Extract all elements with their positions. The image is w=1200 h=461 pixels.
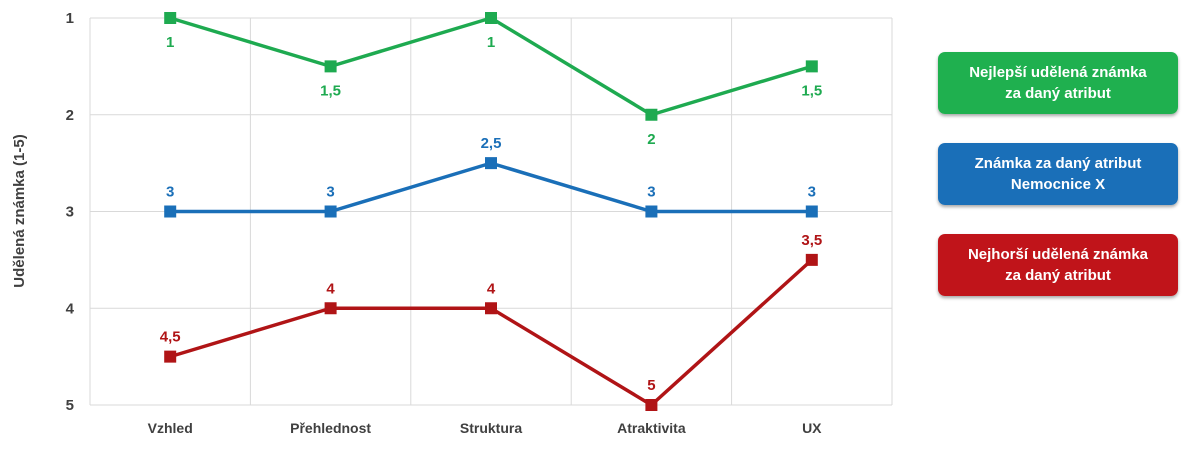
legend-item-best: Nejlepší udělená známka za daný atribut [938,52,1178,114]
y-tick-label: 1 [66,10,74,27]
data-label: 3 [808,184,816,201]
data-point [645,205,658,218]
data-point [164,12,177,24]
series-points [164,12,818,411]
data-point [324,205,337,218]
legend-item-hospital-x: Známka za daný atribut Nemocnice X [938,143,1178,205]
legend-label-hospital-x: Známka za daný atribut Nemocnice X [974,155,1142,193]
series-line-0 [169,16,813,117]
y-tick-label: 2 [66,107,74,124]
series-line-1 [170,161,812,214]
data-label: 3 [647,184,655,201]
legend-label-worst: Nejhorší udělená známka za daný atribut [967,246,1149,284]
y-axis-ticks: 1 2 3 4 5 [66,10,75,414]
data-point [805,253,818,266]
y-tick-label: 4 [66,300,75,317]
data-labels: 1 1,5 1 2 1,5 3 3 2,5 3 3 4,5 4 4 5 3,5 [160,34,822,394]
legend-item-worst: Nejhorší udělená známka za daný atribut [938,234,1178,296]
x-tick-label: UX [802,420,822,436]
data-label: 3,5 [801,232,822,249]
data-point [805,60,818,73]
data-point [485,157,497,170]
data-label: 1 [166,34,174,51]
x-tick-label: Přehlednost [290,420,371,436]
data-label: 1,5 [320,82,341,99]
line-chart: 1 2 3 4 5 Vzhled Přehlednost Struktura Atraktiv… [11,10,893,436]
data-label: 3 [166,184,174,201]
legend-label-best: Nejlepší udělená známka za daný atribut [969,64,1147,102]
x-tick-label: Struktura [460,420,522,436]
data-label: 2,5 [481,135,502,152]
data-point [485,12,497,24]
y-tick-label: 3 [66,204,74,221]
data-label: 1,5 [801,82,822,99]
data-point [164,350,177,363]
data-point [324,60,337,73]
y-axis-label: Udělená známka (1-5) [11,134,28,287]
data-point [485,302,497,315]
data-point [805,205,818,218]
x-axis-ticks: Vzhled Přehlednost Struktura Atraktivita UX [148,420,823,436]
data-point [645,399,658,411]
data-point [164,205,177,218]
y-tick-label: 5 [66,397,74,414]
data-label: 5 [647,377,655,394]
data-point [645,108,658,121]
data-label: 4 [487,280,496,297]
data-label: 1 [487,34,495,51]
data-label: 4 [326,280,335,297]
data-label: 4,5 [160,329,181,346]
x-tick-label: Atraktivita [617,420,686,436]
data-label: 2 [647,131,655,148]
data-label: 3 [326,184,334,201]
x-tick-label: Vzhled [148,420,193,436]
data-point [324,302,337,315]
